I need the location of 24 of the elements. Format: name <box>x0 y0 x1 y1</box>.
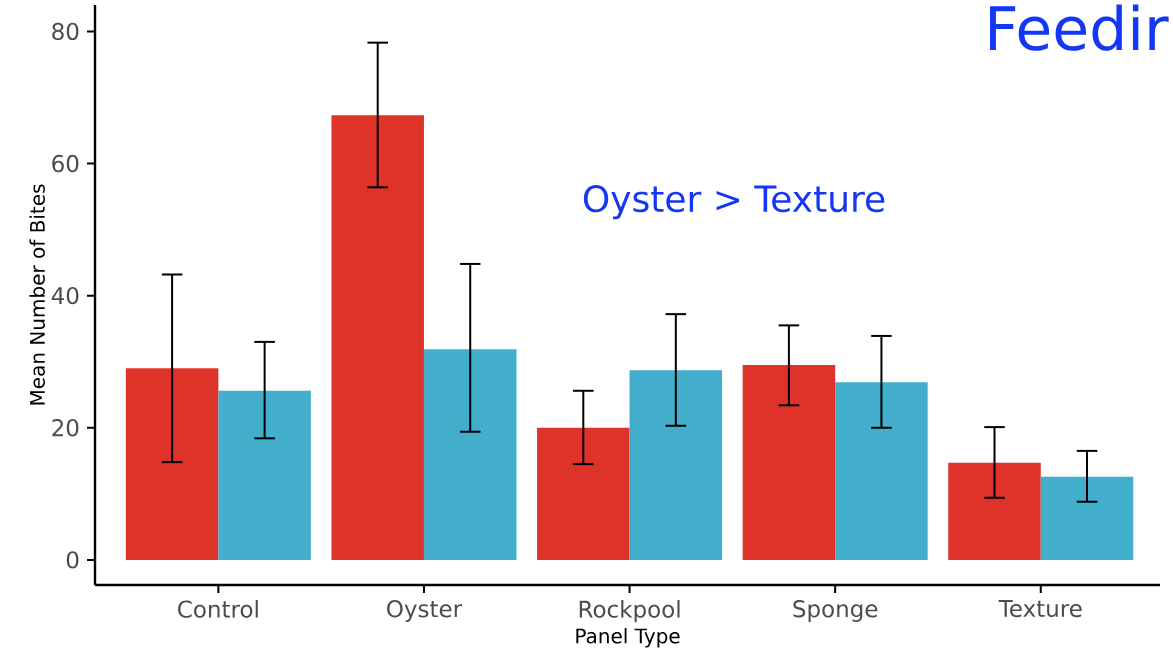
bar <box>948 462 1041 560</box>
chart-title: Feedir <box>990 4 1169 51</box>
bar <box>835 382 928 560</box>
x-axis-title: Panel Type <box>576 628 680 648</box>
bar <box>125 368 219 560</box>
bar <box>1040 476 1134 560</box>
x-tick-label: Rockpool <box>579 600 680 623</box>
bar <box>423 349 517 560</box>
x-tick-label: Oyster <box>387 600 463 622</box>
bar <box>629 370 723 560</box>
bar <box>537 427 630 560</box>
y-axis-title: Mean Number of Bites <box>29 184 45 405</box>
y-tick-label: 0 <box>66 551 79 569</box>
bar <box>218 390 311 560</box>
y-tick-label: 40 <box>51 286 79 305</box>
x-tick-label: Sponge <box>793 600 878 622</box>
y-tick-label: 20 <box>52 419 79 437</box>
y-tick-label: 60 <box>52 154 79 173</box>
x-tick-label: Texture <box>998 600 1082 618</box>
annotation: Oyster > Texture <box>583 185 885 220</box>
x-tick-label: Control <box>178 600 258 618</box>
y-tick-label: 80 <box>52 22 79 41</box>
bar <box>331 115 424 560</box>
bar <box>742 365 836 560</box>
